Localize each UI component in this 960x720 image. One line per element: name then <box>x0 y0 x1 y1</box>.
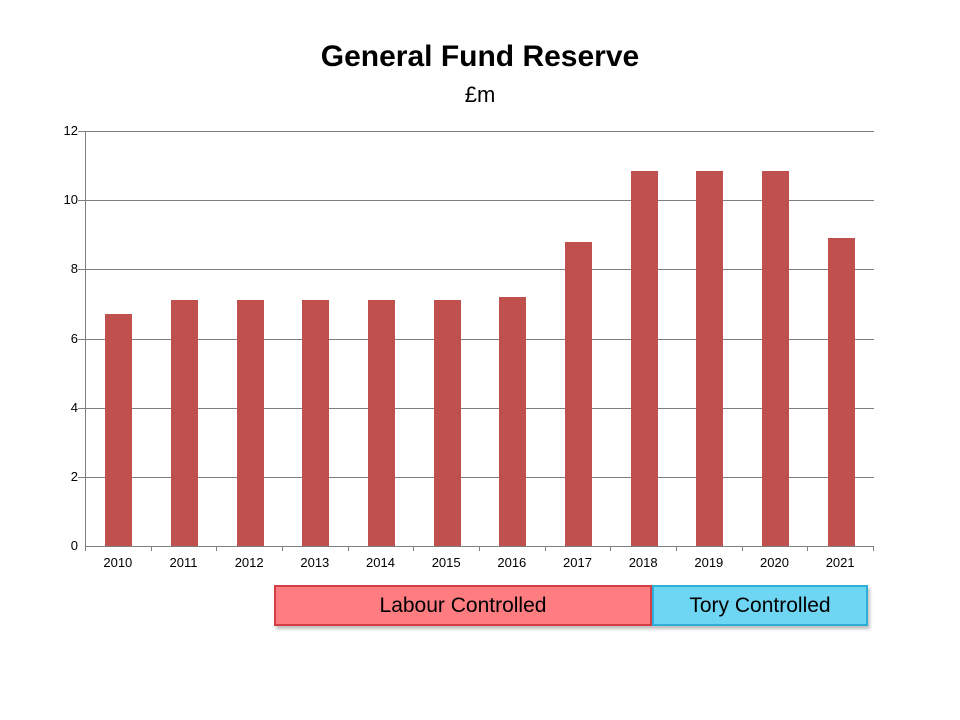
x-tick-4 <box>348 547 349 551</box>
y-tick-label-0: 0 <box>70 538 78 553</box>
legend-labour-controlled-label: Labour Controlled <box>379 593 547 617</box>
x-tick-label-2010: 2010 <box>103 555 133 570</box>
bar-2020 <box>762 171 789 546</box>
bar-2014 <box>368 300 395 546</box>
x-tick-1 <box>151 547 152 551</box>
x-tick-label-2020: 2020 <box>760 555 789 570</box>
bar-2012 <box>236 300 264 546</box>
x-tick-label-2016: 2016 <box>497 555 527 570</box>
y-tick-8 <box>78 269 85 271</box>
y-tick-label-6: 6 <box>70 330 78 346</box>
x-tick-label-2018: 2018 <box>628 555 658 570</box>
y-tick-12 <box>78 131 85 132</box>
x-tick-label-2012: 2012 <box>234 555 264 570</box>
x-tick-5 <box>413 547 414 551</box>
x-tick-label-2017: 2017 <box>563 555 592 570</box>
chart-subtitle-units: £m <box>464 82 496 107</box>
y-tick-4 <box>78 407 85 409</box>
gridline-10 <box>86 200 874 202</box>
x-tick-label-2014: 2014 <box>366 555 395 570</box>
x-tick-10 <box>742 547 743 551</box>
x-tick-12 <box>873 547 874 551</box>
x-tick-label-2021: 2021 <box>825 555 855 570</box>
bar-2019 <box>696 171 724 546</box>
gridline-8 <box>86 269 874 271</box>
x-tick-label-2013: 2013 <box>300 555 330 570</box>
bar-2015 <box>433 300 461 546</box>
y-tick-label-8: 8 <box>70 261 78 277</box>
y-tick-6 <box>78 338 85 340</box>
y-tick-label-2: 2 <box>70 468 78 484</box>
bar-2021 <box>827 238 855 546</box>
legend-tory-controlled-label: Tory Controlled <box>689 593 831 617</box>
x-tick-label-2015: 2015 <box>431 555 461 570</box>
x-tick-6 <box>479 547 480 551</box>
x-tick-label-2019: 2019 <box>694 555 724 570</box>
gridline-6 <box>86 338 874 340</box>
x-tick-2 <box>216 547 217 551</box>
y-tick-label-10: 10 <box>63 192 78 208</box>
plot-area <box>85 131 874 547</box>
x-tick-9 <box>676 547 677 551</box>
x-tick-8 <box>610 547 611 551</box>
gridline-2 <box>86 476 874 478</box>
legend-tory-controlled-box: Tory Controlled <box>652 585 868 626</box>
bar-2011 <box>171 300 198 546</box>
bar-2013 <box>302 300 330 546</box>
y-tick-10 <box>78 200 85 202</box>
bar-2010 <box>105 314 133 546</box>
y-tick-label-4: 4 <box>70 399 78 415</box>
bar-2016 <box>499 297 527 546</box>
gridline-4 <box>86 407 874 409</box>
bar-2017 <box>565 242 592 546</box>
gridline-12 <box>86 131 874 132</box>
y-tick-2 <box>78 476 85 478</box>
bar-2018 <box>630 171 658 546</box>
x-tick-11 <box>807 547 808 551</box>
y-tick-label-12: 12 <box>63 123 78 138</box>
chart-title: General Fund Reserve <box>320 40 640 73</box>
x-tick-label-2011: 2011 <box>169 555 198 570</box>
x-tick-0 <box>85 547 86 551</box>
legend-labour-controlled-box: Labour Controlled <box>274 585 652 626</box>
x-tick-7 <box>545 547 546 551</box>
x-tick-3 <box>282 547 283 551</box>
